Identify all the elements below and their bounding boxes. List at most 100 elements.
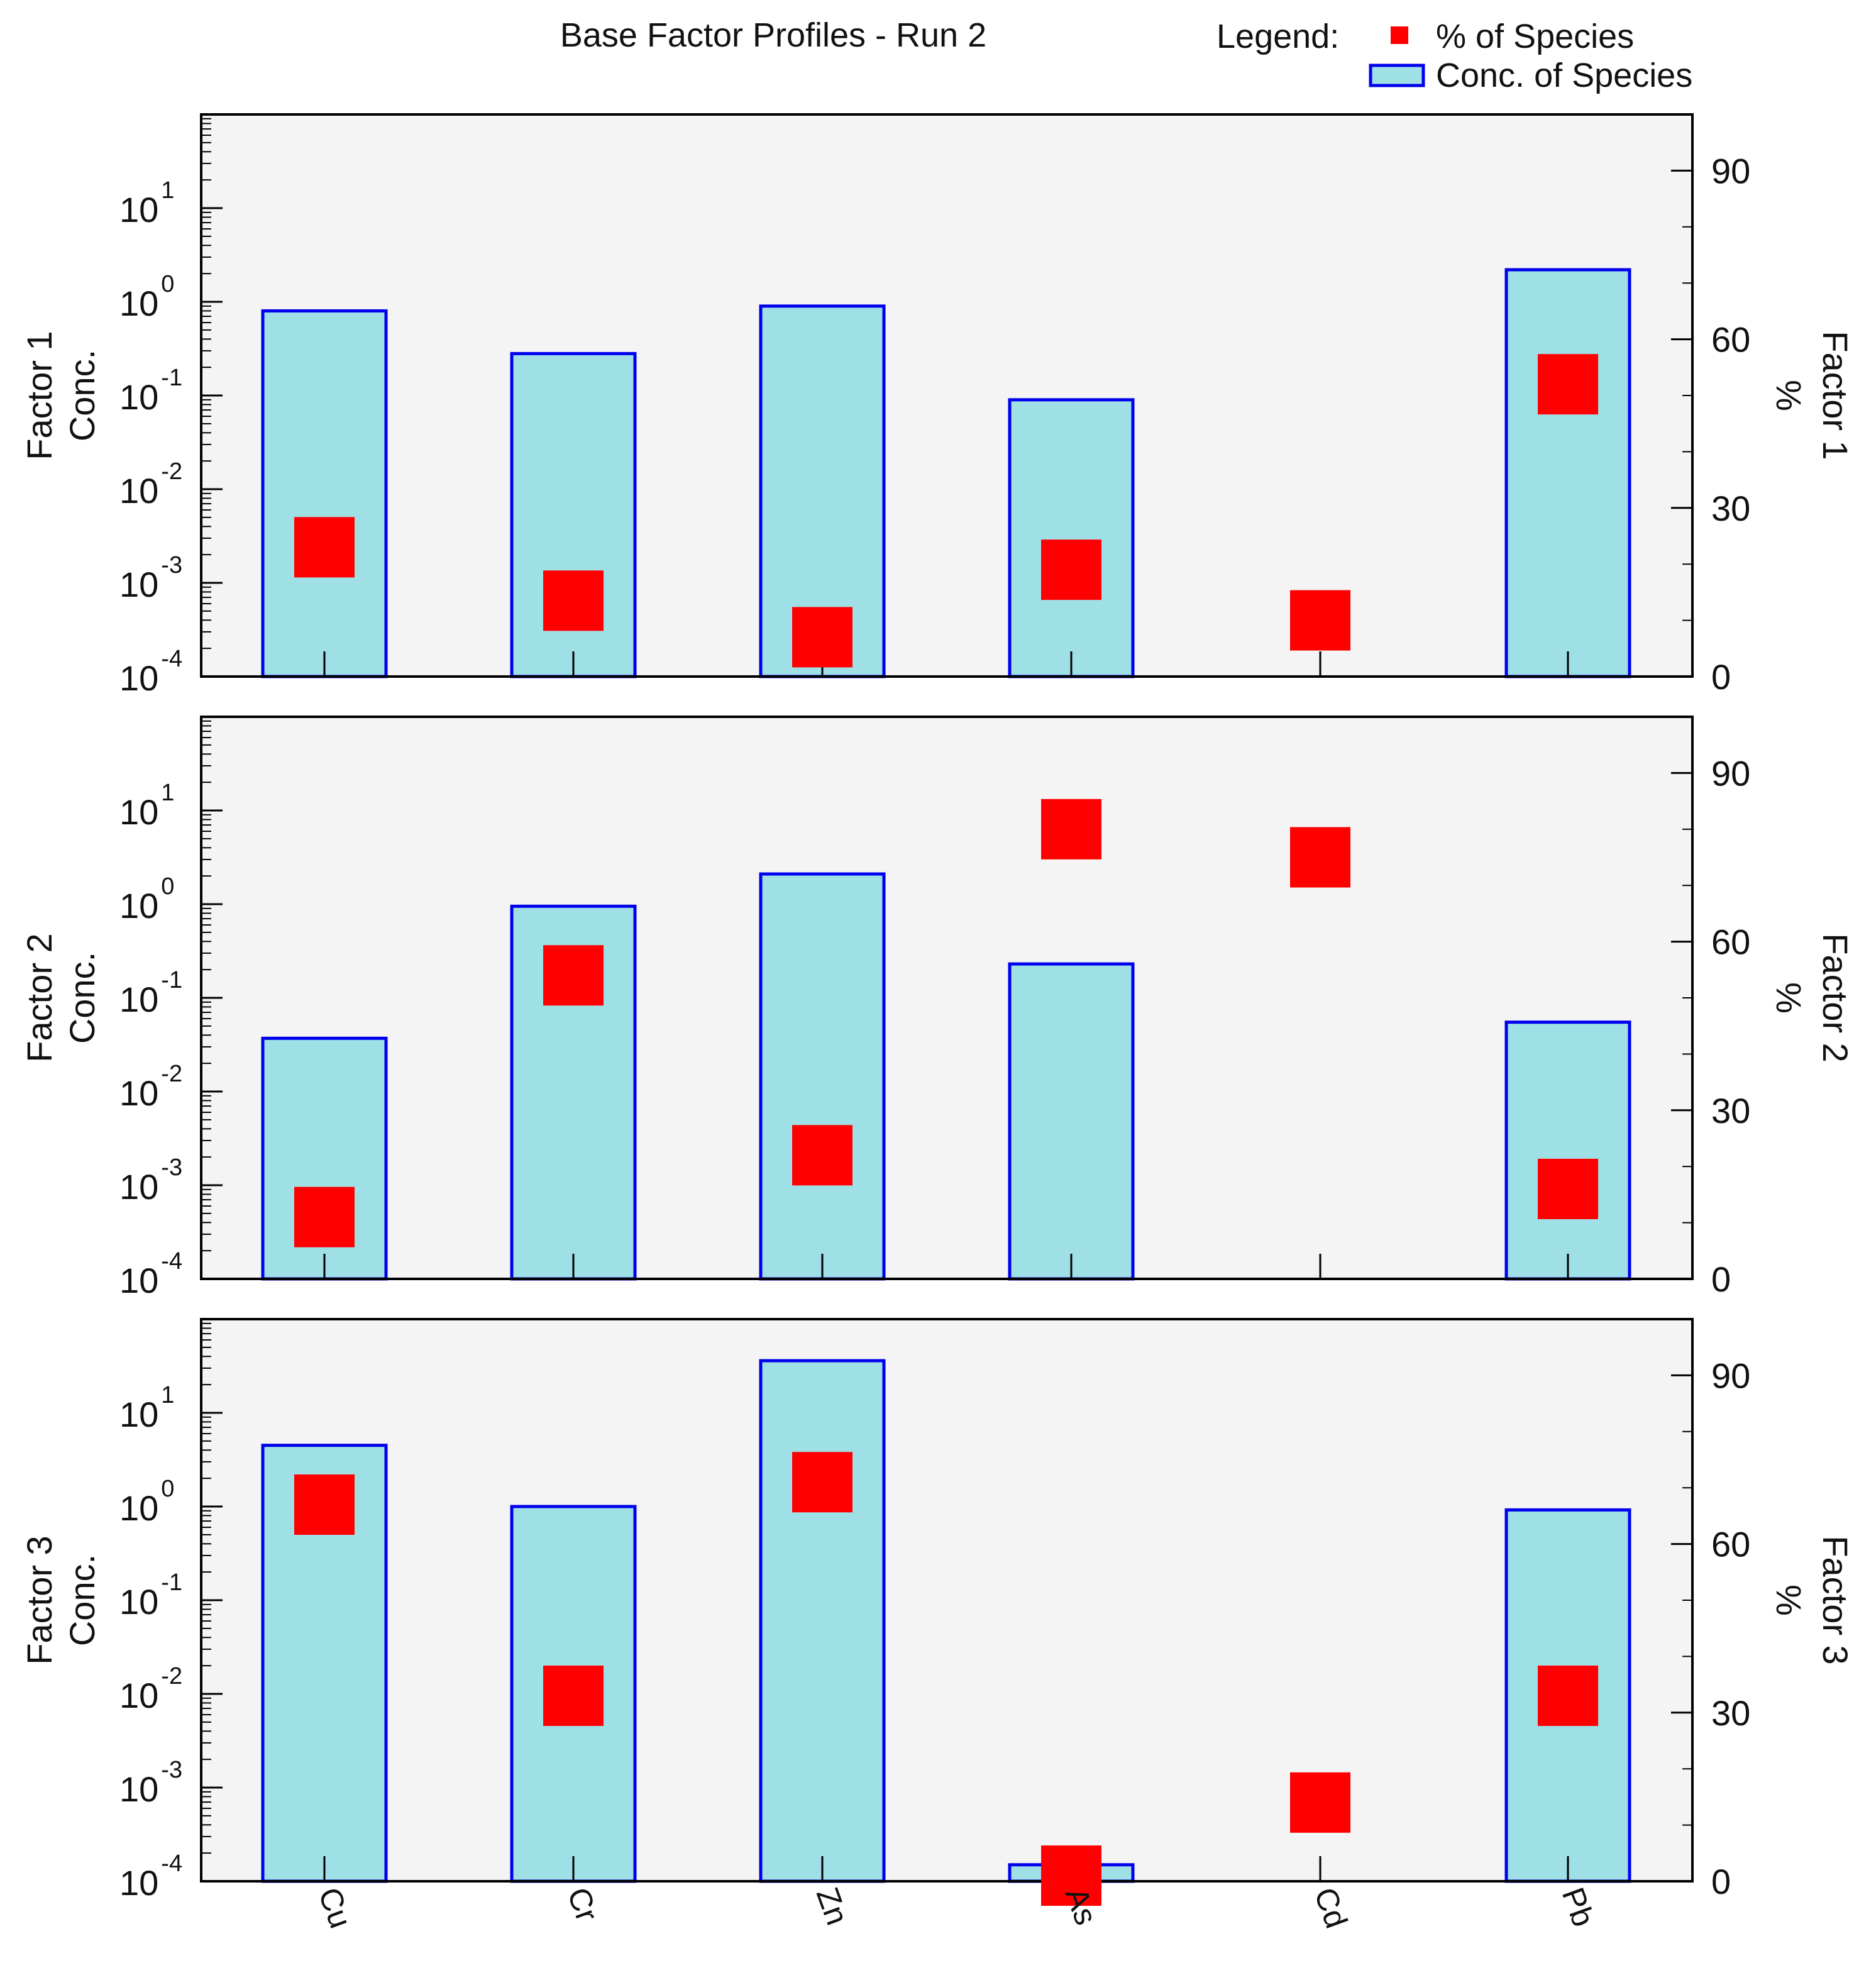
left-tick-label: 10 — [119, 1167, 158, 1207]
percent-marker-cu — [294, 517, 355, 578]
left-tick-exponent: -3 — [161, 1154, 182, 1181]
right-axis-factor-label: Factor 3 — [1816, 1535, 1855, 1664]
left-tick-label: 10 — [119, 886, 158, 926]
percent-marker-zn — [792, 607, 852, 668]
right-tick-label: 30 — [1711, 489, 1750, 528]
left-tick-exponent: -4 — [161, 1248, 182, 1275]
left-tick-label: 10 — [119, 1582, 158, 1622]
percent-marker-pb — [1538, 1158, 1598, 1219]
right-axis-percent-label: % — [1769, 380, 1809, 411]
left-tick-exponent: -1 — [161, 1569, 182, 1596]
left-tick-exponent: -1 — [161, 365, 182, 391]
left-tick-label: 10 — [119, 658, 158, 698]
percent-marker-cd — [1290, 827, 1350, 888]
left-tick-label: 10 — [119, 792, 158, 832]
right-tick-label: 90 — [1711, 151, 1750, 191]
right-tick-label: 0 — [1711, 1862, 1731, 1901]
legend-conc-swatch — [1369, 64, 1425, 87]
plot-area — [201, 717, 1692, 1279]
conc-bar-as — [1008, 962, 1135, 1281]
right-tick-label: 30 — [1711, 1091, 1750, 1131]
left-tick-exponent: 1 — [161, 1382, 174, 1408]
left-tick-label: 10 — [119, 190, 158, 229]
plot-area — [201, 1319, 1692, 1881]
left-tick-exponent: -2 — [161, 1663, 182, 1689]
conc-bar-as — [1008, 398, 1135, 678]
percent-marker-cu — [294, 1474, 355, 1535]
left-tick-exponent: -4 — [161, 646, 182, 672]
legend-label: Legend: — [1217, 18, 1339, 55]
legend-conc-label: Conc. of Species — [1436, 57, 1692, 94]
left-tick-label: 10 — [119, 1676, 158, 1715]
right-axis-percent-label: % — [1769, 1584, 1809, 1616]
left-tick-exponent: -4 — [161, 1850, 182, 1877]
left-tick-exponent: -2 — [161, 458, 182, 485]
left-tick-exponent: -3 — [161, 1757, 182, 1783]
left-tick-label: 10 — [119, 1769, 158, 1809]
left-tick-label: 10 — [119, 980, 158, 1019]
left-tick-exponent: 0 — [161, 271, 174, 297]
left-axis-conc-label: Conc. — [62, 952, 102, 1044]
left-tick-exponent: -3 — [161, 552, 182, 578]
left-tick-label: 10 — [119, 284, 158, 323]
percent-marker-cu — [294, 1186, 355, 1247]
right-axis-factor-label: Factor 2 — [1816, 933, 1855, 1062]
left-tick-label: 10 — [119, 1261, 158, 1300]
right-axis-percent-label: % — [1769, 982, 1809, 1014]
left-tick-label: 10 — [119, 1395, 158, 1434]
conc-bar-pb — [1504, 1020, 1631, 1281]
conc-bar-zn — [759, 872, 886, 1281]
left-tick-label: 10 — [119, 565, 158, 604]
percent-marker-as — [1041, 799, 1101, 860]
left-tick-exponent: 1 — [161, 780, 174, 806]
left-tick-exponent: 0 — [161, 873, 174, 900]
percent-marker-as — [1041, 1845, 1101, 1906]
percent-marker-cr — [543, 570, 604, 631]
percent-marker-cd — [1290, 590, 1350, 651]
conc-bar-pb — [1504, 268, 1631, 678]
right-tick-label: 90 — [1711, 753, 1750, 793]
percent-marker-zn — [792, 1125, 852, 1186]
left-tick-exponent: 1 — [161, 177, 174, 204]
percent-marker-cd — [1290, 1772, 1350, 1833]
left-tick-label: 10 — [119, 1863, 158, 1903]
left-tick-label: 10 — [119, 471, 158, 511]
percent-marker-pb — [1538, 1665, 1598, 1726]
right-tick-label: 60 — [1711, 1525, 1750, 1564]
left-axis-factor-label: Factor 3 — [19, 1535, 59, 1664]
conc-bar-zn — [759, 1359, 886, 1883]
left-axis-factor-label: Factor 1 — [19, 331, 59, 460]
percent-marker-cr — [543, 1665, 604, 1726]
right-tick-label: 60 — [1711, 922, 1750, 962]
chart-title: Base Factor Profiles - Run 2 — [560, 16, 986, 54]
conc-bar-cu — [261, 309, 388, 678]
left-tick-label: 10 — [119, 377, 158, 417]
left-axis-factor-label: Factor 2 — [19, 933, 59, 1062]
right-tick-label: 60 — [1711, 320, 1750, 360]
right-tick-label: 0 — [1711, 1259, 1731, 1299]
left-tick-label: 10 — [119, 1073, 158, 1113]
right-tick-label: 90 — [1711, 1356, 1750, 1395]
left-tick-exponent: 0 — [161, 1476, 174, 1502]
left-axis-conc-label: Conc. — [62, 350, 102, 441]
percent-marker-pb — [1538, 354, 1598, 415]
percent-marker-as — [1041, 539, 1101, 600]
percent-marker-cr — [543, 945, 604, 1006]
right-axis-factor-label: Factor 1 — [1816, 331, 1855, 460]
left-tick-exponent: -1 — [161, 967, 182, 993]
legend-percent-swatch — [1391, 26, 1408, 44]
legend: Legend: % of Species Conc. of Species — [1217, 18, 1692, 94]
left-tick-exponent: -2 — [161, 1061, 182, 1087]
legend-percent-label: % of Species — [1436, 18, 1634, 55]
right-tick-label: 0 — [1711, 657, 1731, 697]
percent-marker-zn — [792, 1452, 852, 1513]
left-axis-conc-label: Conc. — [62, 1554, 102, 1646]
plot-area — [201, 114, 1692, 677]
right-tick-label: 30 — [1711, 1693, 1750, 1733]
left-tick-label: 10 — [119, 1488, 158, 1528]
